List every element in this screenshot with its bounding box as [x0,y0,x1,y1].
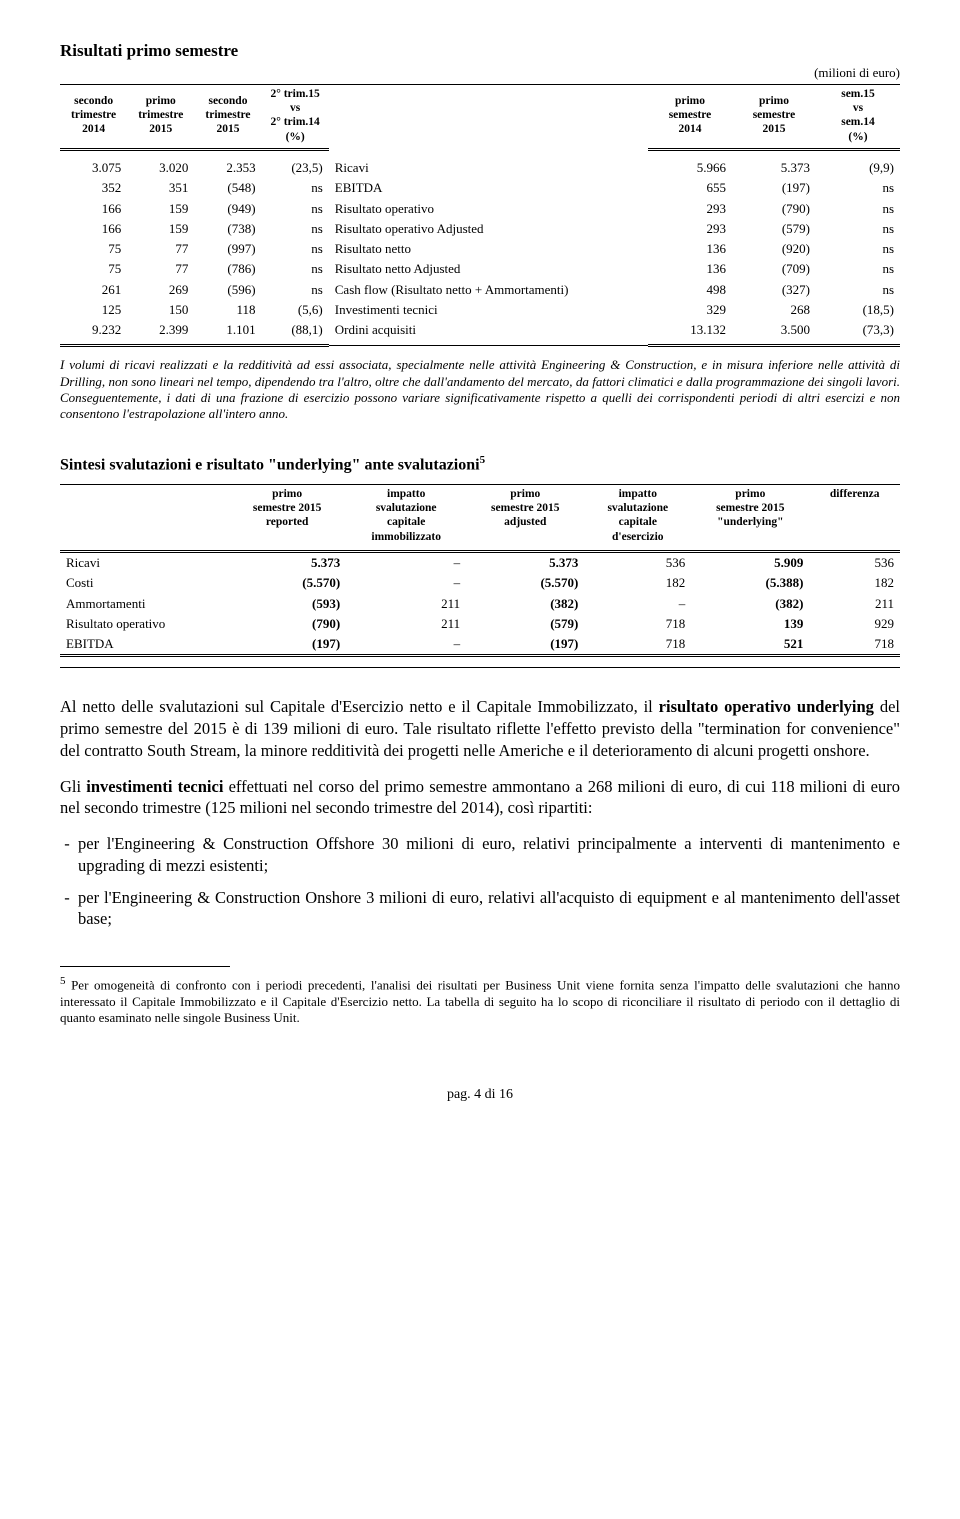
t2-h6: differenza [809,484,900,552]
list-item-2: per l'Engineering & Construction Onshore… [78,887,900,931]
table-row: 261269(596)nsCash flow (Risultato netto … [60,280,900,300]
th-c4: 2° trim.15 vs 2° trim.14 (%) [262,84,329,148]
table-row: 166159(738)nsRisultato operativo Adjuste… [60,219,900,239]
th-c7: primo semestre 2015 [732,84,816,148]
t2-h4: impatto svalutazione capitale d'esercizi… [584,484,691,552]
t2-h1: primo semestre 2015 reported [228,484,346,552]
page-title: Risultati primo semestre [60,40,900,61]
table-row: 7577(786)nsRisultato netto Adjusted136(7… [60,259,900,279]
t2-h3: primo semestre 2015 adjusted [466,484,584,552]
section2-title-text: Sintesi svalutazioni e risultato "underl… [60,457,480,474]
p1-b: risultato operativo underlying [659,697,874,716]
table-row: 3.0753.0202.353(23,5)Ricavi5.9665.373(9,… [60,158,900,178]
unit-label: (milioni di euro) [60,65,900,81]
table-row: 166159(949)nsRisultato operativo293(790)… [60,199,900,219]
table-row: Risultato operativo(790)211(579)71813992… [60,614,900,634]
t2-h2: impatto svalutazione capitale immobilizz… [346,484,466,552]
body-text: Al netto delle svalutazioni sul Capitale… [60,696,900,930]
results-table: secondo trimestre 2014 primo trimestre 2… [60,84,900,348]
section2-title: Sintesi svalutazioni e risultato "underl… [60,454,900,475]
th-c6: primo semestre 2014 [648,84,732,148]
footnote-5: 5 Per omogeneità di confronto con i peri… [60,975,900,1026]
table-row: 7577(997)nsRisultato netto136(920)ns [60,239,900,259]
footnote-5-text: Per omogeneità di confronto con i period… [60,978,900,1026]
t2-h5: primo semestre 2015 "underlying" [691,484,809,552]
underlying-table: primo semestre 2015 reported impatto sva… [60,484,900,669]
th-c3: secondo trimestre 2015 [194,84,261,148]
th-c8: sem.15 vs sem.14 (%) [816,84,900,148]
list-item-1: per l'Engineering & Construction Offshor… [78,833,900,877]
footnote-5-sup: 5 [60,975,66,987]
p2-b: investimenti tecnici [86,777,223,796]
table-row: EBITDA(197)–(197)718521718 [60,634,900,656]
table-row: Costi(5.570)–(5.570)182(5.388)182 [60,573,900,593]
table-row: Ricavi5.373–5.3735365.909536 [60,552,900,574]
table-row: 125150118(5,6)Investimenti tecnici329268… [60,300,900,320]
footnote-rule [60,966,230,967]
p1-a: Al netto delle svalutazioni sul Capitale… [60,697,659,716]
th-c1: secondo trimestre 2014 [60,84,127,148]
p2-a: Gli [60,777,86,796]
section2-sup: 5 [480,454,486,466]
table-row: 352351(548)nsEBITDA655(197)ns [60,178,900,198]
footnote-italic: I volumi di ricavi realizzati e la reddi… [60,357,900,422]
th-c2: primo trimestre 2015 [127,84,194,148]
table-row: Ammortamenti(593)211(382)–(382)211 [60,594,900,614]
page-number: pag. 4 di 16 [60,1086,900,1104]
table-row: 9.2322.3991.101(88,1)Ordini acquisiti13.… [60,320,900,340]
